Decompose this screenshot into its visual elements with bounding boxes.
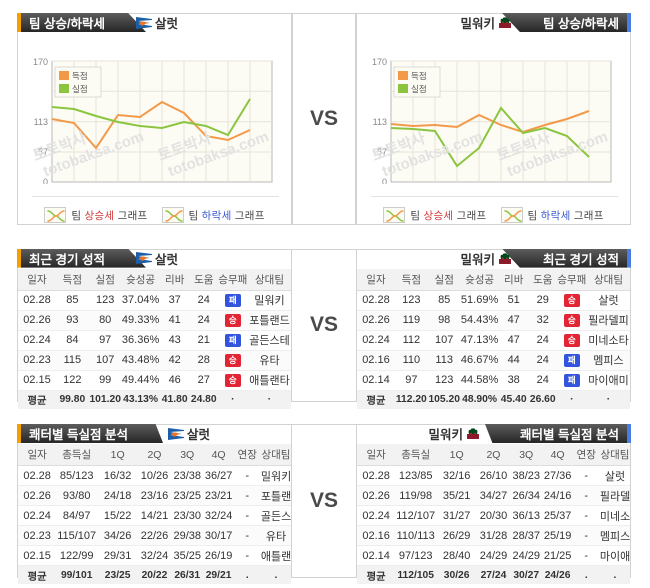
svg-text:0: 0 — [382, 177, 387, 184]
svg-text:득점: 득점 — [411, 71, 427, 81]
svg-text:170: 170 — [372, 57, 387, 67]
svg-text:실점: 실점 — [411, 84, 427, 94]
svg-text:실점: 실점 — [72, 84, 88, 94]
svg-text:57: 57 — [377, 147, 387, 157]
svg-text:113: 113 — [373, 117, 387, 127]
svg-text:113: 113 — [34, 117, 48, 127]
svg-text:0: 0 — [43, 177, 48, 184]
svg-text:득점: 득점 — [72, 71, 88, 81]
svg-text:57: 57 — [38, 147, 48, 157]
svg-text:170: 170 — [33, 57, 48, 67]
